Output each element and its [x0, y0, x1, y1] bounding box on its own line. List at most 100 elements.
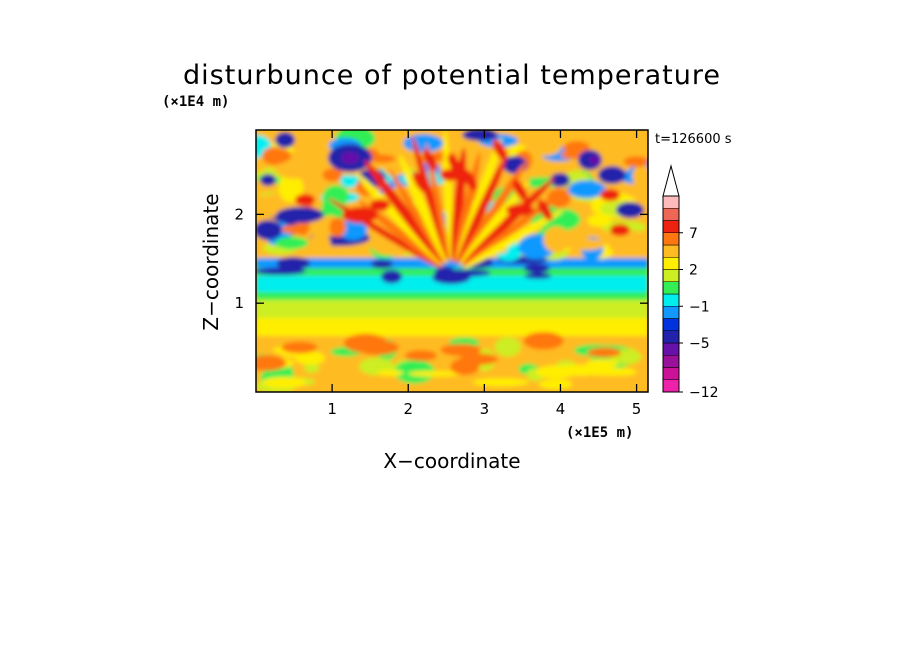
field-spot-lower [494, 337, 521, 357]
field-cell-deep [262, 148, 292, 164]
field-ray-core [447, 154, 463, 176]
field-cell-orange [543, 226, 570, 253]
field-cell-upper [567, 180, 606, 199]
field-pocket-lower [523, 331, 564, 350]
field-cell-orange [632, 164, 648, 188]
field-spot-lower [394, 359, 435, 384]
x-axis-unit: (×1E5 m) [566, 425, 633, 441]
colorbar-swatch [662, 367, 680, 380]
field-cell-upper [278, 173, 304, 203]
field-streak-lower [294, 351, 326, 365]
field-ray-core [462, 169, 478, 191]
field-ray [388, 168, 446, 265]
field-pocket-lower [405, 350, 437, 362]
x-tick-label: 2 [403, 400, 413, 418]
field-streak-navy [443, 269, 491, 277]
time-label: t=126600 s [655, 132, 732, 147]
field-cell-upper [338, 219, 368, 241]
field-pocket-lower [357, 339, 399, 356]
colorbar-swatch [662, 306, 680, 319]
field-ray-core [512, 179, 528, 201]
field-ray [399, 154, 448, 264]
field-cell-navy [260, 174, 276, 186]
field-pocket-lower [440, 343, 482, 356]
colorbar-tick-label: −5 [689, 336, 710, 352]
field-ray [443, 130, 454, 261]
field-cell-navy [275, 132, 295, 148]
x-axis-ticks: 1 2 3 4 5 [327, 130, 641, 418]
field-streak-lower [408, 370, 463, 377]
field-cell-navy [550, 173, 570, 187]
field-cell-deep [281, 225, 307, 234]
field-cell-navy [276, 207, 324, 223]
colorbar-tick-label: −12 [689, 385, 719, 401]
colorbar-swatch [662, 220, 680, 233]
field-cell-purple [341, 152, 359, 164]
colorbar-tick-label: −1 [689, 299, 710, 315]
field-ray [459, 181, 529, 266]
field-ray-core [412, 171, 428, 193]
field-streak-navy [524, 272, 552, 280]
field-cell-red [506, 204, 534, 216]
field-pocket-lower [281, 341, 318, 354]
chart-title: disturbunce of potential temperature [183, 60, 721, 91]
field-ray-core [537, 199, 553, 221]
field-cell-orange [524, 140, 561, 157]
colorbar-swatch [662, 355, 680, 368]
field-layers [256, 130, 648, 392]
field-cell-deep [546, 188, 571, 208]
field-streak-lower [539, 379, 573, 390]
x-tick-label: 5 [632, 400, 642, 418]
field-cell-upper [403, 134, 444, 153]
colorbar-frame [662, 195, 680, 393]
x-tick-label: 3 [480, 400, 490, 418]
field-cell-red [370, 199, 390, 211]
field-ray [426, 142, 450, 262]
heatmap-field [256, 130, 648, 392]
y-axis-label: Z−coordinate [199, 193, 223, 330]
field-cell-red [610, 224, 630, 236]
colorbar-swatch [662, 281, 680, 295]
field-cell-deep [322, 168, 343, 182]
field-cell-orange [607, 230, 648, 256]
field-streak-navy [371, 259, 393, 269]
colorbar-swatch [662, 379, 680, 393]
field-ray [463, 209, 564, 269]
field-streak-navy [523, 263, 550, 274]
field-layer-sky [256, 258, 648, 268]
field-cell-navy [598, 166, 626, 184]
field-cell-deep [563, 140, 590, 155]
colorbar-swatch [662, 244, 680, 258]
colorbar-swatch [662, 318, 680, 331]
y-tick-label: 1 [234, 294, 244, 312]
field-cell-orange [309, 231, 331, 258]
colorbar: −12−5−127 [662, 164, 719, 401]
colorbar-swatch [662, 257, 680, 270]
x-tick-label: 1 [327, 400, 337, 418]
field-cell-upper [274, 236, 309, 250]
field-cell-navy [256, 220, 282, 240]
field-streak-navy [276, 257, 311, 270]
field-ray [462, 177, 555, 266]
field-ray [451, 147, 466, 263]
colorbar-swatch [662, 293, 680, 307]
field-pocket-lower [450, 358, 480, 376]
field-ray-core [422, 149, 438, 171]
colorbar-swatch [662, 269, 680, 282]
field-ray-core [492, 139, 508, 161]
colorbar-extend-arrow [662, 164, 680, 197]
colorbar-swatch [662, 330, 680, 344]
y-tick-label: 2 [234, 205, 244, 223]
field-streak-navy [381, 269, 403, 284]
y-axis-unit: (×1E4 m) [162, 94, 229, 110]
field-cell-deep [329, 217, 346, 238]
colorbar-swatch [662, 232, 680, 246]
field-ray [411, 136, 449, 262]
field-streak-lower [376, 369, 404, 377]
colorbar-tick-label: 7 [689, 226, 698, 242]
field-streak-lower [472, 378, 529, 387]
field-cell-orange [563, 238, 606, 251]
field-cell-red [440, 169, 460, 181]
field-cell-deep [623, 156, 648, 168]
